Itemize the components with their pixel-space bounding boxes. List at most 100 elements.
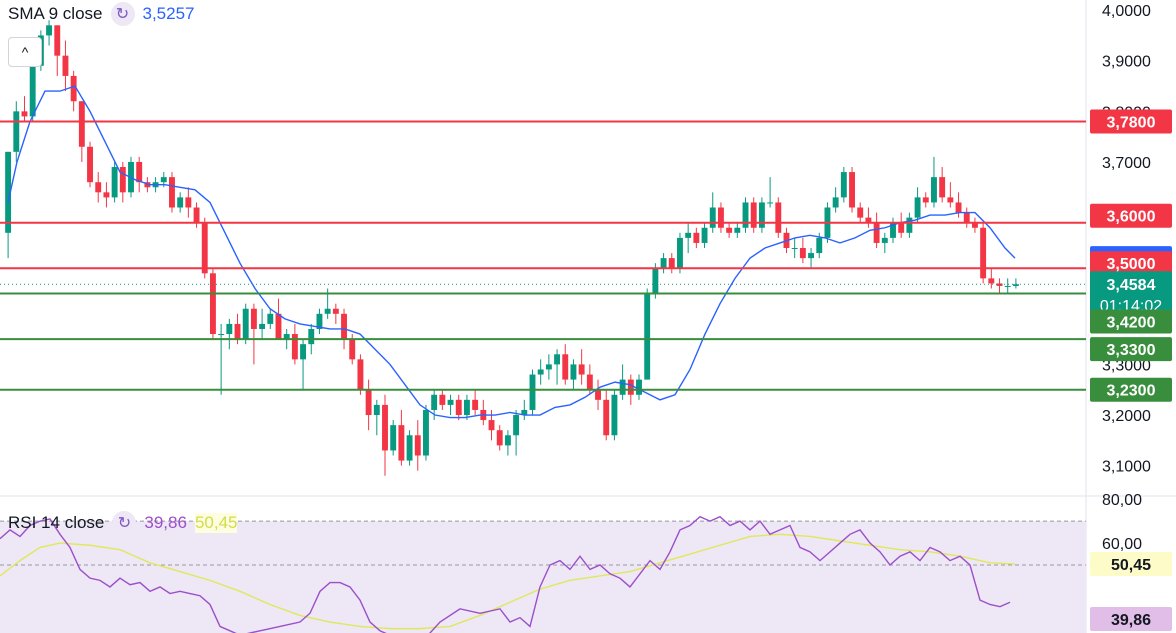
candle-body: [291, 334, 298, 360]
level-badge-3500: 3,5000: [1107, 256, 1156, 273]
candle-body: [906, 217, 913, 233]
candle-body: [300, 344, 307, 360]
candle-body: [62, 55, 69, 76]
rsi-ma-badge-bg: [1090, 552, 1172, 577]
candle-body: [5, 151, 12, 233]
candle-body: [734, 227, 741, 233]
candle-body: [881, 237, 888, 243]
candle-body: [832, 197, 839, 208]
candle-body: [431, 394, 438, 410]
candle-body: [922, 197, 929, 203]
candle-body: [644, 293, 651, 380]
sma-legend: SMA 9 close ↻ 3,5257: [8, 2, 195, 26]
candle-body: [939, 177, 946, 198]
candle-body: [652, 268, 659, 294]
chevron-up-icon[interactable]: ^: [8, 37, 42, 67]
candle-body: [275, 313, 282, 340]
candle-body: [513, 415, 520, 436]
candle-body: [423, 409, 429, 456]
candle-body: [373, 404, 380, 416]
candle-body: [177, 197, 184, 208]
candle-body: [169, 177, 175, 208]
candle-body: [472, 399, 479, 410]
candle-body: [595, 389, 601, 400]
candle-body: [119, 167, 126, 193]
candle-body: [357, 359, 364, 390]
candle-body: [931, 177, 937, 203]
rsi-y-tick-label: 80,00: [1102, 492, 1142, 509]
candle-body: [226, 323, 233, 335]
candle-body: [873, 222, 880, 243]
candle-body: [849, 172, 855, 208]
candle-body: [242, 308, 249, 340]
level-badge-3500-bg: [1090, 251, 1172, 276]
candle-body: [504, 435, 511, 446]
candle-body: [111, 167, 118, 198]
rsi-band: [0, 521, 1086, 633]
candle-body: [668, 258, 675, 269]
candle-body: [390, 425, 397, 451]
candle-body: [324, 308, 331, 314]
candle-body: [947, 197, 954, 203]
candle-body: [13, 111, 20, 152]
level-badge-3420: 3,4200: [1107, 315, 1156, 332]
candle-body: [890, 222, 896, 238]
candle-body: [857, 207, 864, 218]
candle-body: [398, 425, 405, 461]
candle-body: [996, 283, 1003, 286]
refresh-icon[interactable]: ↻: [110, 2, 135, 26]
y-tick-label: 4,0000: [1102, 3, 1151, 20]
candle-body: [185, 197, 192, 208]
candle-body: [619, 379, 626, 395]
candle-body: [95, 182, 102, 193]
rsi-line: [0, 515, 1011, 633]
level-badge-3330-bg: [1090, 337, 1172, 362]
candle-body: [209, 273, 216, 335]
rsi-ma-badge: 50,45: [1111, 557, 1151, 574]
candle-body: [316, 313, 323, 329]
candle-body: [570, 364, 577, 380]
candle-body: [455, 399, 462, 416]
candle-body: [717, 207, 724, 228]
candle-body: [160, 177, 167, 183]
current-price-label: 3,4584: [1107, 277, 1156, 294]
candle-body: [70, 75, 77, 102]
candle-body: [898, 222, 905, 233]
candle-body: [742, 202, 749, 228]
candle-body: [701, 227, 708, 243]
candle-body: [332, 308, 339, 314]
candle-body: [308, 328, 315, 345]
candle-body: [218, 334, 225, 336]
candle-body: [603, 399, 610, 436]
candle-body: [267, 313, 274, 324]
candle-body: [78, 101, 85, 147]
candle-body: [46, 25, 53, 36]
candle-body: [963, 212, 970, 223]
y-tick-label: 3,7000: [1102, 155, 1151, 172]
candle-body: [283, 334, 290, 340]
candle-body: [521, 409, 528, 416]
y-tick-label: 3,1000: [1102, 459, 1151, 476]
level-badge-3780: 3,7800: [1107, 114, 1156, 131]
candle-body: [1012, 284, 1019, 286]
refresh-icon[interactable]: ↻: [112, 511, 137, 535]
level-badge-3600: 3,6000: [1107, 209, 1156, 226]
rsi-badge: 39,86: [1111, 612, 1151, 629]
candle-body: [463, 399, 470, 416]
candle-body: [750, 202, 757, 228]
candle-body: [791, 248, 798, 249]
candle-body: [529, 374, 536, 410]
sma-legend-value: 3,5257: [142, 4, 195, 23]
candle-body: [365, 389, 372, 416]
candle-body: [611, 394, 618, 436]
level-badge-3230-bg: [1090, 377, 1172, 402]
level-badge-3600-bg: [1090, 203, 1172, 228]
y-tick-label: 3,3000: [1102, 357, 1151, 374]
candle-body: [980, 227, 987, 279]
level-badge-3780-bg: [1090, 109, 1172, 134]
candle-body: [382, 404, 388, 451]
candle-body: [234, 323, 241, 340]
rsi-y-tick-label: 60,00: [1102, 536, 1142, 553]
candle-body: [21, 111, 28, 117]
